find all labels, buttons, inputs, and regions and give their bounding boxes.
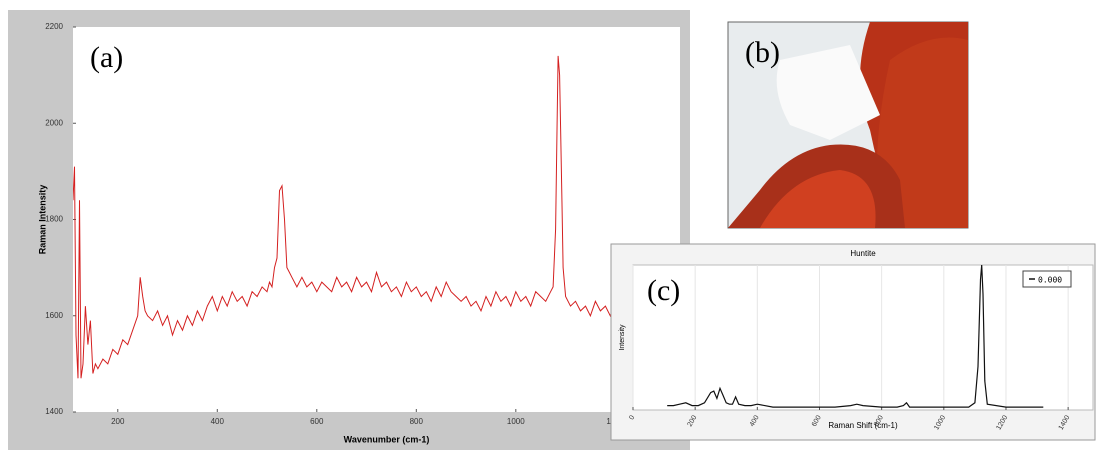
y-tick-label: 1800 — [45, 215, 63, 224]
x-tick-label: 600 — [310, 417, 324, 426]
chart-title: Huntite — [850, 249, 876, 258]
spectrum-line — [667, 265, 1044, 408]
spectrum-line — [73, 55, 616, 379]
panel-label: (a) — [90, 41, 123, 74]
y-tick-label: 1400 — [45, 407, 63, 416]
y-tick-label: 2000 — [45, 118, 63, 127]
x-axis-label: Wavenumber (cm-1) — [344, 434, 430, 444]
x-tick-label: 400 — [211, 417, 225, 426]
x-tick-label: 600 — [811, 414, 823, 428]
crystal — [776, 45, 880, 140]
y-axis-label: Raman Intensity — [37, 185, 47, 255]
panel-label: (c) — [647, 274, 680, 307]
x-tick-label: 1000 — [507, 417, 525, 426]
x-tick-label: 800 — [873, 414, 885, 428]
x-tick-label: 400 — [749, 414, 761, 428]
y-tick-label: 1600 — [45, 311, 63, 320]
legend-label: 0.000 — [1038, 276, 1062, 285]
rock — [760, 170, 876, 228]
photo: (b) — [727, 21, 969, 229]
x-axis-label: Raman Shift (cm-1) — [828, 421, 898, 430]
y-axis-label: Intensity — [619, 324, 626, 351]
panel-label: (b) — [745, 36, 780, 69]
y-tick-label: 2200 — [45, 22, 63, 31]
plot-area — [73, 27, 680, 412]
x-tick-label: 200 — [111, 417, 125, 426]
x-tick-label: 800 — [410, 417, 424, 426]
x-tick-label: 0 — [628, 414, 636, 421]
legend-box — [1022, 270, 1072, 288]
x-tick-label: 200 — [687, 414, 699, 428]
chart-a: 2004006008001000120014001600180020002200… — [37, 22, 624, 444]
